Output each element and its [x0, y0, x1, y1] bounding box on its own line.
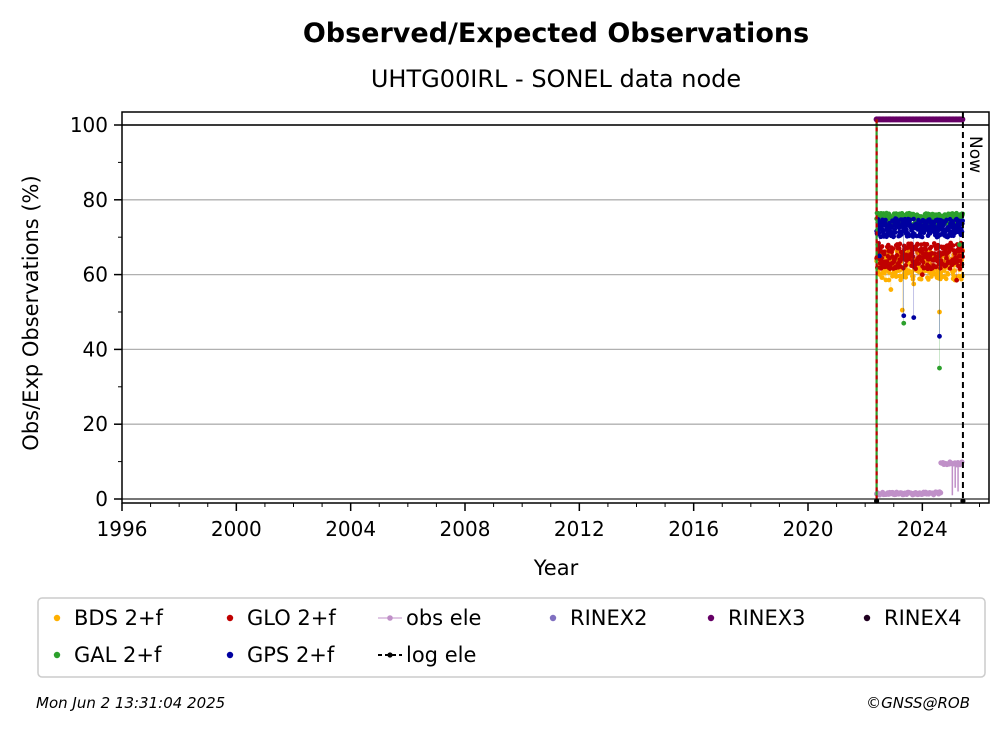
legend-entry: GAL 2+f — [53, 643, 162, 667]
x-tick-label: 2024 — [897, 517, 948, 541]
legend-box — [37, 597, 986, 678]
legend-label: BDS 2+f — [74, 606, 164, 630]
x-tick-label: 2012 — [554, 517, 605, 541]
outlier-point — [937, 365, 942, 371]
legend-marker — [53, 651, 61, 659]
legend-label: RINEX2 — [570, 606, 648, 630]
chart-title: Observed/Expected Observations — [303, 18, 809, 49]
legend-entry: obs ele — [378, 606, 481, 630]
y-tick-label: 20 — [83, 412, 108, 436]
legend-entry: GLO 2+f — [226, 606, 336, 630]
series-rinex3 — [873, 116, 966, 123]
legend-entry: RINEX3 — [707, 606, 806, 630]
series-point — [911, 274, 916, 279]
outlier-point — [957, 242, 962, 248]
legend-entry: RINEX2 — [549, 606, 648, 630]
legend-marker — [707, 614, 715, 622]
y-tick-label: 100 — [70, 113, 108, 137]
legend-label: log ele — [406, 643, 476, 667]
y-tick-label: 80 — [83, 188, 108, 212]
legend-marker — [53, 614, 61, 622]
legend-entry: log ele — [378, 643, 476, 667]
legend: BDS 2+f GLO 2+f obs ele RINEX2 RINEX3 RINEX4 G… — [37, 597, 986, 678]
data-points: Now — [873, 112, 985, 504]
legend-label: RINEX4 — [884, 606, 962, 630]
chart-subtitle: UHTG00IRL - SONEL data node — [371, 65, 741, 93]
series-obs-ele — [874, 459, 965, 498]
series-point — [886, 277, 892, 283]
legend-entry: GPS 2+f — [226, 643, 335, 667]
legend-label: GPS 2+f — [247, 643, 335, 667]
outlier-point — [901, 313, 907, 319]
legend-entry: RINEX4 — [863, 606, 962, 630]
series-point — [957, 266, 963, 272]
legend-label: RINEX3 — [728, 606, 806, 630]
legend-marker — [387, 652, 393, 658]
legend-label: GLO 2+f — [247, 606, 336, 630]
outlier-point — [899, 307, 905, 313]
series-point — [880, 275, 885, 280]
x-tick-label: 2008 — [440, 517, 491, 541]
series-point — [886, 270, 892, 275]
footer-credit: ©GNSS@ROB — [866, 694, 970, 712]
series-gps-2-f — [874, 216, 965, 339]
legend-marker — [226, 651, 234, 659]
footer-timestamp: Mon Jun 2 13:31:04 2025 — [36, 694, 226, 712]
legend-marker — [226, 614, 234, 622]
x-tick-label: 2000 — [211, 517, 262, 541]
legend-marker — [387, 615, 393, 621]
axes: 0 20 40 60 80 100 1996 2000 2004 2008 2012 2016 2020… — [70, 111, 990, 541]
now-label: Now — [965, 136, 985, 173]
obs-ele-point — [938, 490, 944, 496]
plot-frame — [121, 111, 990, 504]
x-tick-label: 2020 — [783, 517, 834, 541]
outlier-point — [877, 253, 882, 259]
series-point — [938, 266, 943, 271]
y-tick-label: 40 — [83, 337, 108, 361]
x-tick-label: 2004 — [325, 517, 376, 541]
x-tick-label: 2016 — [668, 517, 719, 541]
x-axis-label: Year — [533, 556, 579, 580]
series-point — [947, 266, 953, 271]
y-tick-label: 60 — [83, 263, 108, 287]
x-tick-label: 1996 — [97, 517, 148, 541]
y-axis-label: Obs/Exp Observations (%) — [19, 175, 43, 450]
outlier-point — [937, 333, 942, 339]
series-point — [945, 272, 951, 277]
legend-label: GAL 2+f — [74, 643, 162, 667]
legend-marker — [549, 614, 557, 622]
y-tick-label: 0 — [95, 487, 108, 511]
outlier-point — [901, 320, 907, 326]
series-point — [960, 218, 965, 224]
legend-marker — [863, 614, 871, 622]
legend-label: obs ele — [406, 606, 481, 630]
outlier-point — [911, 315, 917, 321]
series-point — [913, 266, 919, 272]
outlier-point — [919, 272, 925, 277]
grid-lines — [122, 124, 989, 500]
outlier-point — [954, 277, 960, 283]
legend-entry: BDS 2+f — [53, 606, 164, 630]
outlier-point — [888, 287, 894, 292]
